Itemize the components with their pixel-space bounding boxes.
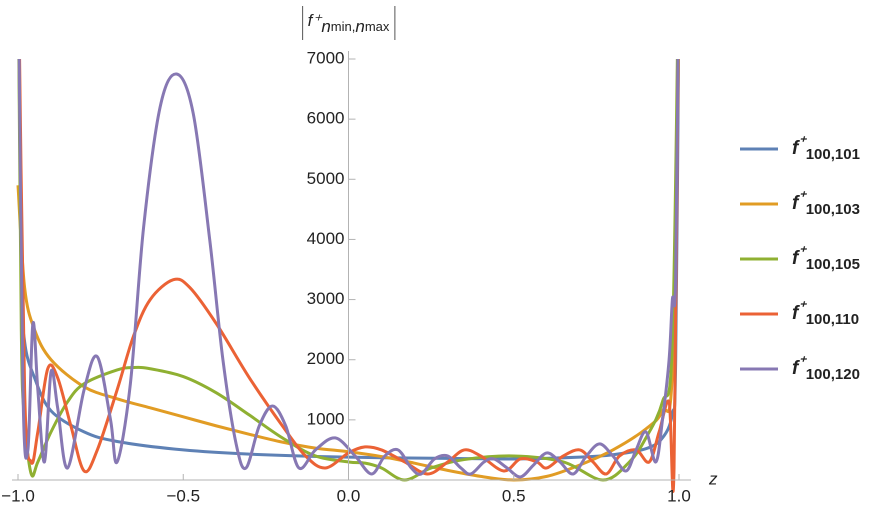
- y-tick-label: 6000: [307, 109, 345, 128]
- x-tick-label: 1.0: [667, 486, 691, 505]
- x-tick-label: −1.0: [1, 486, 35, 505]
- y-tick-label: 7000: [307, 48, 345, 67]
- legend-label: f⁺100,103: [792, 188, 860, 218]
- x-tick-label: 0.5: [502, 486, 526, 505]
- plot-area: [16, 59, 681, 493]
- x-tick-label: 0.0: [337, 486, 361, 505]
- series-line: [17, 59, 680, 479]
- x-axis-label: z: [708, 469, 718, 488]
- legend-label: f⁺100,120: [792, 353, 860, 383]
- y-axis-label: f⁺nmin,nmax: [308, 11, 390, 36]
- y-tick-label: 2000: [307, 349, 345, 368]
- legend-label: f⁺100,101: [792, 133, 860, 163]
- x-tick-label: −0.5: [166, 486, 200, 505]
- legend-label: f⁺100,110: [792, 298, 859, 328]
- y-tick-label: 1000: [307, 409, 345, 428]
- y-tick-label: 5000: [307, 169, 345, 188]
- y-tick-label: 3000: [307, 289, 345, 308]
- series-line: [18, 59, 680, 493]
- legend-label: f⁺100,105: [792, 243, 860, 273]
- y-tick-label: 4000: [307, 229, 345, 248]
